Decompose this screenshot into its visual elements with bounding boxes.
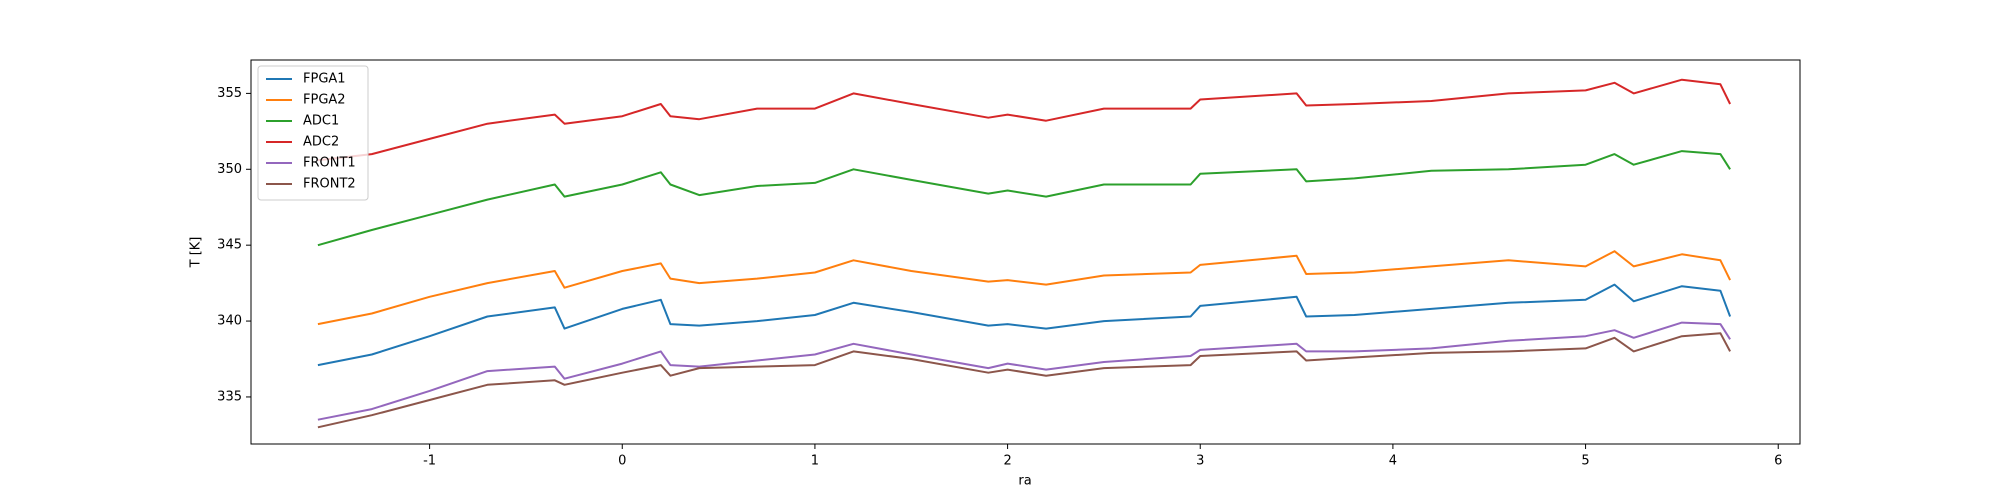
- legend-label: FRONT2: [303, 177, 356, 192]
- y-tick-label: 335: [217, 389, 242, 404]
- y-tick-label: 340: [217, 314, 242, 329]
- x-tick-label: 3: [1196, 454, 1204, 469]
- x-axis-label: ra: [1018, 474, 1031, 489]
- series-line: [317, 250, 1731, 326]
- x-tick-label: 0: [618, 454, 626, 469]
- y-axis-label: T [K]: [189, 237, 204, 269]
- x-tick-label: -1: [423, 454, 436, 469]
- x-tick-label: 5: [1581, 454, 1589, 469]
- x-tick-label: 4: [1389, 454, 1397, 469]
- series-line: [317, 78, 1731, 162]
- legend-label: ADC2: [303, 135, 339, 150]
- y-tick-label: 345: [217, 238, 242, 253]
- axes-frame: [250, 59, 1801, 445]
- legend-label: FPGA1: [303, 72, 346, 87]
- legend-label: ADC1: [303, 114, 339, 129]
- y-tick-label: 355: [217, 86, 242, 101]
- x-tick-label: 2: [1003, 454, 1011, 469]
- series-line: [317, 150, 1731, 247]
- legend-label: FPGA2: [303, 93, 346, 108]
- series-line: [317, 283, 1732, 367]
- y-tick-label: 350: [217, 162, 242, 177]
- legend-label: FRONT1: [303, 156, 356, 171]
- x-tick-label: 6: [1774, 454, 1782, 469]
- x-tick-label: 1: [811, 454, 819, 469]
- series-line: [317, 321, 1731, 421]
- series-line: [317, 332, 1731, 429]
